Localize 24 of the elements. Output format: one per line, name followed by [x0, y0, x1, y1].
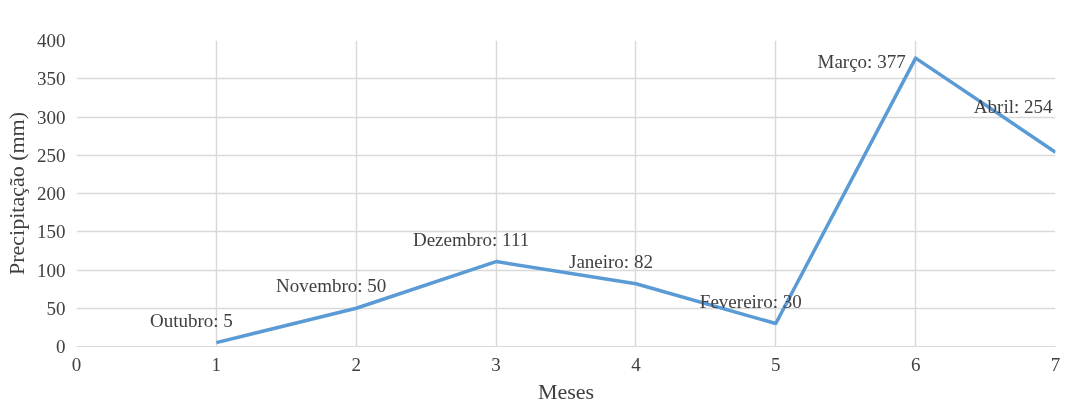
data-label: Outubro: 5 [149, 309, 233, 331]
x-tick-label: 7 [1050, 353, 1061, 375]
y-tick-label: 0 [56, 336, 66, 357]
x-tick-label: 3 [491, 353, 501, 375]
y-tick-label: 350 [37, 68, 66, 90]
x-tick-label: 4 [631, 353, 642, 375]
data-label: Janeiro: 82 [568, 250, 653, 272]
x-tick-label: 5 [771, 353, 781, 375]
data-label: Novembro: 50 [276, 275, 387, 297]
y-tick-label: 50 [46, 297, 66, 319]
y-tick-label: 250 [37, 144, 66, 166]
data-label: Dezembro: 111 [412, 228, 530, 250]
y-tick-label: 200 [37, 183, 66, 204]
x-tick-label: 6 [910, 353, 921, 375]
y-tick-label: 300 [37, 106, 66, 128]
x-tick-label: 1 [211, 353, 222, 375]
y-tick-label: 100 [37, 259, 66, 281]
x-tick-label: 0 [71, 353, 82, 375]
x-tick-label: 2 [351, 353, 361, 375]
y-tick-label: 400 [37, 30, 66, 51]
y-tick-label: 150 [37, 221, 66, 243]
x-axis-title: Meses [537, 378, 595, 404]
data-label: Março: 377 [817, 51, 906, 73]
y-axis-title: Precipitação (mm) [4, 111, 29, 276]
